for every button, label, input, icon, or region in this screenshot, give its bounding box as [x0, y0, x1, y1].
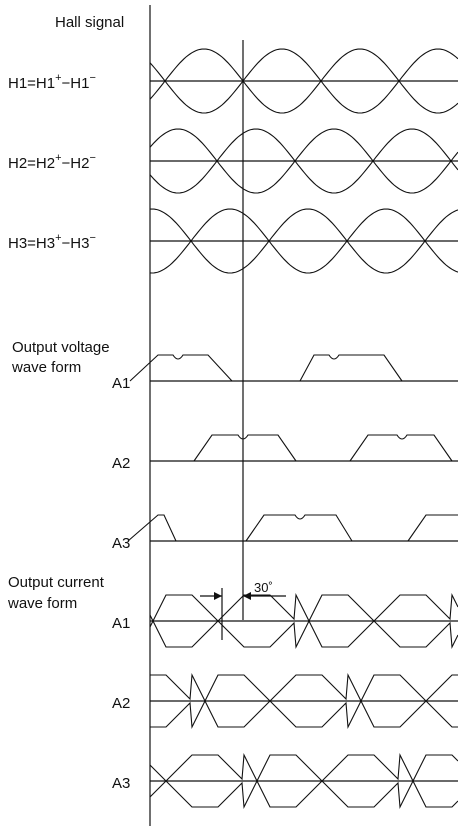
h2-label: H2=H2+−H2−	[8, 152, 96, 172]
current-a2-positive-wave	[150, 674, 458, 730]
current-a1-positive-wave	[149, 594, 458, 650]
voltage-a3-pulse-2	[245, 514, 353, 542]
current-a2-label: A2	[112, 695, 130, 712]
current-section-title-line1: Output current	[8, 574, 105, 591]
waveforms-group	[127, 40, 458, 810]
phase-arrow-right	[243, 592, 251, 600]
current-section-title-line2: wave form	[7, 595, 77, 612]
phase-arrow-left	[214, 592, 222, 600]
voltage-a3-label: A3	[112, 535, 130, 552]
h1-label: H1=H1+−H1−	[8, 72, 96, 92]
h2-negative-wave	[149, 128, 458, 194]
voltage-section-title-line1: Output voltage	[12, 339, 110, 356]
hall-signal-title: Hall signal	[55, 14, 124, 31]
voltage-a2-label: A2	[112, 455, 130, 472]
h3-label: H3=H3+−H3−	[8, 232, 96, 252]
voltage-a2-pulse-1	[193, 434, 297, 462]
phase-shift-label: 30˚	[254, 580, 273, 595]
current-a2-negative-wave	[150, 672, 458, 728]
voltage-a1-label: A1	[112, 375, 130, 392]
h3-negative-wave	[149, 208, 458, 274]
h1-positive-wave	[149, 48, 458, 114]
h3-positive-wave	[149, 208, 458, 274]
voltage-a3-pulse-3	[407, 514, 458, 542]
current-a3-positive-wave	[149, 754, 458, 810]
voltage-a1-pulse-2	[299, 354, 403, 382]
voltage-a2-pulse-2	[349, 434, 453, 462]
voltage-section-title-line2: wave form	[11, 359, 81, 376]
voltage-a3-pulse-1	[127, 514, 177, 542]
current-a3-label: A3	[112, 775, 130, 792]
voltage-a1-pulse-1	[129, 354, 233, 382]
h2-positive-wave	[149, 128, 458, 194]
h1-negative-wave	[149, 48, 458, 114]
current-a3-negative-wave	[149, 752, 458, 808]
current-a1-label: A1	[112, 615, 130, 632]
current-a1-negative-wave	[149, 592, 458, 648]
